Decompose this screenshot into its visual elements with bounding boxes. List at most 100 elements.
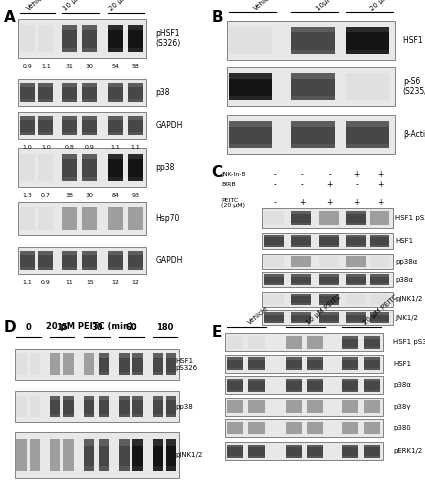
- Bar: [342, 390, 358, 392]
- Bar: [229, 121, 272, 126]
- Bar: [84, 396, 94, 400]
- Bar: [370, 312, 389, 314]
- Bar: [128, 267, 143, 270]
- Bar: [248, 358, 264, 370]
- Bar: [63, 439, 74, 471]
- Bar: [286, 456, 302, 458]
- Bar: [264, 312, 284, 323]
- Bar: [82, 25, 97, 30]
- Bar: [38, 267, 54, 270]
- Bar: [62, 154, 77, 160]
- Bar: [133, 354, 143, 358]
- Bar: [62, 154, 77, 181]
- Text: 38: 38: [66, 193, 74, 198]
- Bar: [292, 294, 311, 296]
- Bar: [153, 396, 163, 400]
- Bar: [364, 390, 380, 392]
- Bar: [342, 358, 358, 360]
- Text: 180: 180: [156, 323, 174, 332]
- Bar: [119, 466, 130, 471]
- Bar: [225, 419, 383, 437]
- Bar: [229, 26, 272, 54]
- Text: C: C: [211, 165, 222, 180]
- Bar: [63, 396, 74, 400]
- Bar: [50, 414, 60, 418]
- Bar: [307, 379, 323, 392]
- Bar: [227, 368, 243, 370]
- Bar: [50, 439, 60, 471]
- Bar: [128, 177, 143, 181]
- Text: HSF1: HSF1: [395, 238, 413, 244]
- Text: pJNK1/2: pJNK1/2: [176, 452, 203, 458]
- Bar: [227, 390, 243, 392]
- Bar: [99, 439, 109, 446]
- Bar: [292, 73, 334, 101]
- Bar: [248, 336, 264, 348]
- Text: p38α: p38α: [395, 276, 413, 282]
- Bar: [292, 235, 311, 238]
- Bar: [108, 132, 123, 135]
- Bar: [166, 372, 176, 375]
- Text: -: -: [301, 180, 303, 190]
- Bar: [227, 21, 395, 59]
- Bar: [108, 116, 123, 120]
- Bar: [346, 50, 389, 54]
- Bar: [17, 396, 27, 417]
- Bar: [264, 235, 284, 246]
- Bar: [264, 312, 284, 314]
- Bar: [346, 294, 366, 304]
- Bar: [346, 274, 366, 276]
- Bar: [133, 414, 143, 418]
- Bar: [319, 284, 339, 285]
- Bar: [292, 245, 311, 246]
- Bar: [62, 116, 77, 120]
- Text: 10μM PEITC: 10μM PEITC: [315, 0, 350, 12]
- Bar: [128, 132, 143, 135]
- Text: 1.1: 1.1: [110, 145, 120, 150]
- Bar: [20, 132, 35, 135]
- Bar: [262, 254, 393, 269]
- Bar: [128, 251, 143, 270]
- Bar: [128, 154, 143, 160]
- Text: pJNK1/2: pJNK1/2: [395, 296, 422, 302]
- Bar: [62, 83, 77, 87]
- Bar: [38, 251, 54, 255]
- Bar: [262, 232, 393, 249]
- Bar: [342, 445, 358, 458]
- Text: pp38: pp38: [155, 163, 175, 172]
- Bar: [346, 322, 366, 323]
- Text: 20 μM PEITC: 20 μM PEITC: [108, 0, 144, 12]
- Bar: [18, 79, 146, 106]
- Bar: [84, 466, 94, 471]
- Bar: [84, 396, 94, 417]
- Text: HSF1 pS326: HSF1 pS326: [395, 215, 425, 221]
- Bar: [292, 312, 311, 323]
- Bar: [119, 414, 130, 418]
- Bar: [264, 235, 284, 238]
- Text: -: -: [273, 180, 276, 190]
- Text: 31: 31: [66, 64, 74, 69]
- Bar: [346, 121, 389, 148]
- Bar: [38, 83, 54, 87]
- Text: Vehicle: Vehicle: [246, 305, 269, 326]
- Bar: [63, 396, 74, 417]
- Bar: [225, 398, 383, 415]
- Text: +: +: [326, 180, 333, 190]
- Bar: [292, 284, 311, 285]
- Bar: [62, 25, 77, 30]
- Bar: [292, 211, 311, 224]
- Bar: [227, 445, 243, 458]
- Bar: [319, 274, 339, 285]
- Bar: [133, 354, 143, 375]
- Text: D: D: [3, 320, 16, 335]
- Text: 0.9: 0.9: [41, 280, 51, 285]
- Bar: [82, 116, 97, 135]
- Bar: [370, 274, 389, 285]
- Bar: [119, 439, 130, 471]
- Bar: [82, 132, 97, 135]
- Bar: [108, 207, 123, 230]
- Bar: [248, 358, 264, 360]
- Bar: [166, 466, 176, 471]
- Text: -: -: [355, 180, 358, 190]
- Bar: [227, 68, 395, 106]
